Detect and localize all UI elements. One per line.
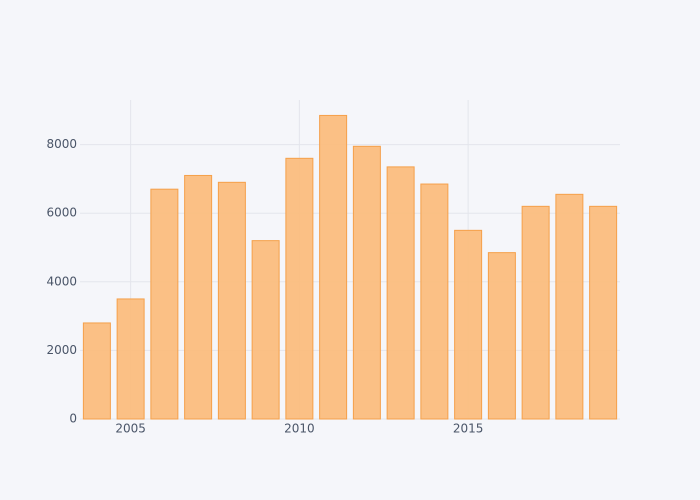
x-tick-label: 2015 <box>453 422 484 436</box>
bar <box>184 174 213 420</box>
bar <box>521 205 550 420</box>
bar <box>589 205 618 420</box>
bar <box>319 114 348 420</box>
x-tick-label: 2005 <box>115 422 146 436</box>
x-tick-label: 2010 <box>284 422 315 436</box>
bar <box>487 252 516 420</box>
y-tick-label: 2000 <box>46 343 77 357</box>
bar <box>116 298 145 420</box>
bar <box>217 181 246 420</box>
y-tick-label: 4000 <box>46 274 77 288</box>
y-tick-label: 0 <box>69 412 77 426</box>
bar <box>386 166 415 420</box>
bar <box>352 145 381 420</box>
bar <box>285 157 314 420</box>
bar <box>82 322 111 420</box>
y-tick-label: 6000 <box>46 206 77 220</box>
bar <box>251 240 280 420</box>
bar <box>454 229 483 420</box>
bar <box>555 193 584 420</box>
y-tick-label: 8000 <box>46 137 77 151</box>
bar <box>420 183 449 420</box>
bar <box>150 188 179 420</box>
